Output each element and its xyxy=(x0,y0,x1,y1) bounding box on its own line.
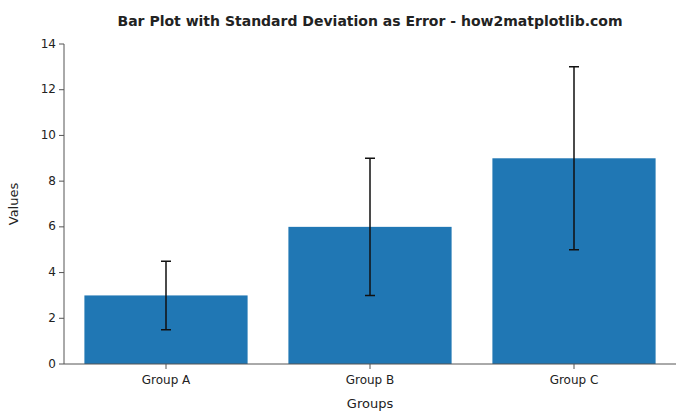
y-tick xyxy=(59,226,64,227)
x-tick xyxy=(166,364,167,369)
y-tick-label: 2 xyxy=(48,311,56,325)
y-tick-label: 10 xyxy=(41,128,56,142)
y-tick xyxy=(59,272,64,273)
axes: 0 2 4 6 8 10 12 14 Group A Group B Group C xyxy=(41,37,676,388)
y-axis-label: Values xyxy=(6,183,21,226)
y-tick-label: 12 xyxy=(41,82,56,96)
y-tick xyxy=(59,181,64,182)
y-tick xyxy=(59,89,64,90)
y-tick-label: 4 xyxy=(48,265,56,279)
error-bar xyxy=(365,158,375,295)
x-tick xyxy=(574,364,575,369)
y-tick xyxy=(59,364,64,365)
x-axis-label: Groups xyxy=(347,396,394,411)
title: Bar Plot with Standard Deviation as Erro… xyxy=(118,13,623,29)
y-tick-label: 0 xyxy=(48,357,56,371)
x-tick-label: Group C xyxy=(550,373,599,387)
chart-container: 0 2 4 6 8 10 12 14 Group A Group B Group C Bar Plot… xyxy=(0,0,700,420)
x-tick xyxy=(370,364,371,369)
chart-svg: 0 2 4 6 8 10 12 14 Group A Group B Group C Bar Plot… xyxy=(0,0,700,420)
y-tick xyxy=(59,44,64,45)
marks xyxy=(84,67,655,364)
y-axis-line xyxy=(64,44,65,364)
y-tick xyxy=(59,135,64,136)
x-tick-label: Group B xyxy=(346,373,395,387)
error-bar xyxy=(569,67,579,250)
y-tick-label: 6 xyxy=(48,219,56,233)
error-bar xyxy=(161,261,171,330)
y-tick xyxy=(59,318,64,319)
y-tick-label: 14 xyxy=(41,37,56,51)
y-tick-label: 8 xyxy=(48,174,56,188)
x-tick-label: Group A xyxy=(142,373,191,387)
